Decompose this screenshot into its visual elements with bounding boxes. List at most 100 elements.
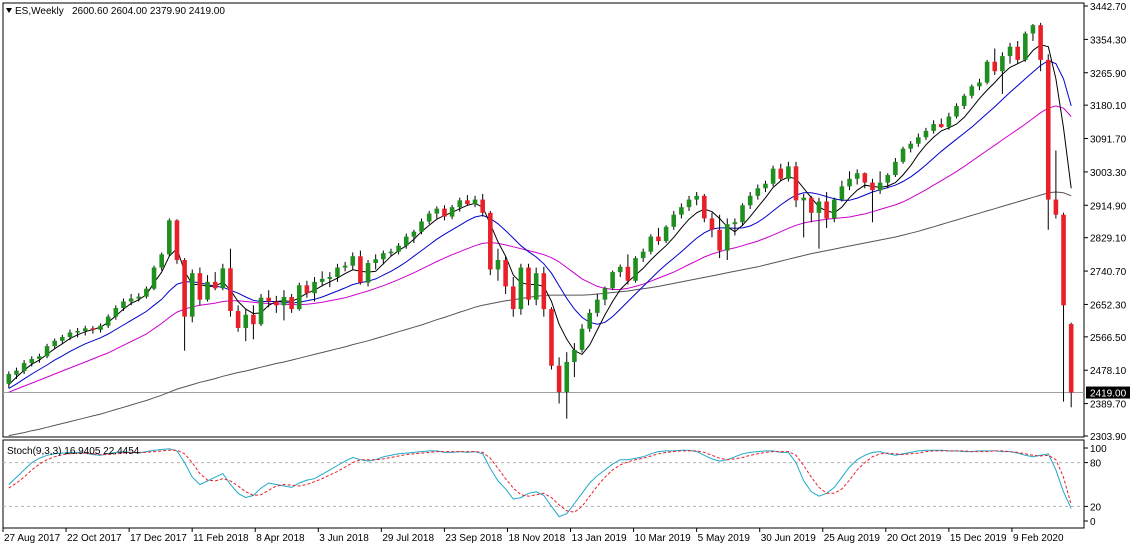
candle — [495, 248, 501, 281]
candle — [14, 367, 19, 379]
candle — [304, 280, 310, 298]
triangle-down-icon[interactable] — [6, 8, 12, 13]
candle-body — [587, 312, 592, 329]
candle-body — [816, 201, 822, 213]
candle-body — [243, 314, 249, 328]
candle-body — [419, 221, 424, 232]
candle-body — [931, 124, 936, 131]
candle — [679, 203, 684, 219]
candle — [457, 197, 463, 212]
candle-body — [954, 105, 959, 117]
candle-body — [128, 298, 134, 302]
candle — [144, 286, 149, 299]
candle — [151, 265, 157, 291]
candle — [274, 295, 279, 313]
candle-body — [488, 212, 493, 270]
candle — [870, 178, 875, 223]
candle-body — [854, 173, 860, 179]
candle-body — [717, 229, 722, 251]
candle — [488, 210, 493, 276]
candle — [556, 357, 562, 404]
candle — [365, 260, 371, 287]
candle-body — [801, 197, 806, 201]
candle-body — [1061, 214, 1066, 306]
candle-body — [595, 299, 600, 313]
candle-body — [1015, 46, 1020, 60]
candle-body — [495, 260, 501, 270]
candle — [893, 158, 898, 177]
candle-body — [82, 328, 88, 331]
candle — [82, 325, 88, 336]
candle-body — [625, 266, 631, 281]
candle — [709, 212, 715, 238]
price-tick-label: 3180.10 — [1090, 101, 1127, 112]
candle — [778, 163, 784, 181]
time-tick-label: 9 Feb 2020 — [1013, 533, 1064, 544]
candle-body — [373, 259, 378, 264]
time-tick-label: 15 Dec 2019 — [950, 533, 1007, 544]
time-tick-label: 11 Feb 2018 — [193, 533, 249, 544]
time-tick-label: 22 Oct 2017 — [67, 533, 122, 544]
candle-body — [747, 195, 753, 206]
candle-body — [556, 365, 562, 393]
candle-body — [457, 200, 463, 208]
candle-body — [885, 175, 891, 183]
candle — [786, 161, 791, 182]
candle-body — [144, 288, 149, 297]
time-tick-label: 29 Jul 2018 — [382, 533, 434, 544]
candle — [663, 225, 669, 244]
time-tick-label: 17 Dec 2017 — [130, 533, 187, 544]
main-pane-frame — [2, 2, 1085, 438]
price-tick-label: 2566.50 — [1090, 333, 1127, 344]
candlestick-series — [6, 22, 1074, 419]
candle — [916, 133, 921, 147]
candle — [526, 263, 531, 306]
stoch-k-line — [8, 448, 1072, 518]
candle-body — [335, 267, 340, 277]
candle-body — [1038, 25, 1043, 60]
candle-body — [472, 199, 478, 205]
candle-body — [1045, 59, 1051, 200]
candle — [21, 360, 27, 375]
candle-body — [656, 236, 661, 242]
candle — [419, 218, 424, 235]
candle — [900, 146, 906, 164]
candle — [549, 307, 554, 370]
candle-body — [1030, 25, 1036, 34]
candle — [6, 371, 12, 389]
candle — [931, 120, 936, 134]
candle — [503, 256, 508, 294]
candle — [702, 193, 707, 223]
candle-body — [174, 220, 180, 261]
candle — [717, 214, 722, 259]
candle — [434, 206, 440, 219]
candle-body — [480, 199, 485, 213]
candle — [648, 234, 654, 255]
candle — [816, 197, 822, 249]
candle — [480, 193, 485, 217]
candle-body — [526, 267, 531, 300]
candle — [533, 267, 539, 306]
candle — [296, 282, 302, 311]
candle-body — [900, 148, 906, 162]
candle — [961, 93, 967, 109]
candle-body — [465, 200, 470, 205]
time-tick-label: 18 Nov 2018 — [508, 533, 565, 544]
candle-body — [549, 309, 554, 366]
candle — [831, 197, 837, 223]
price-tick-label: 3091.70 — [1090, 135, 1127, 146]
candle — [793, 161, 799, 208]
candle — [281, 290, 287, 321]
candle — [1053, 150, 1059, 219]
candle — [839, 180, 845, 202]
candle-body — [870, 182, 875, 191]
candle — [801, 193, 806, 238]
candle — [167, 218, 172, 257]
candle-body — [617, 266, 623, 273]
price-tick-label: 2829.10 — [1090, 234, 1127, 245]
price-tick-label: 3003.30 — [1090, 168, 1127, 179]
candle-body — [167, 220, 172, 255]
candle-body — [908, 143, 913, 149]
candle-body — [503, 260, 508, 287]
